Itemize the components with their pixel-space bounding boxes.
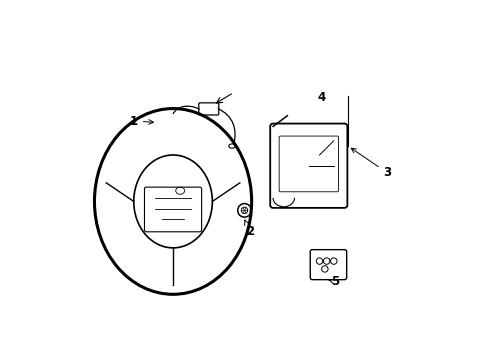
Text: 3: 3 — [350, 148, 391, 179]
Text: 4: 4 — [317, 91, 325, 104]
Text: 5: 5 — [328, 275, 339, 288]
Text: 1: 1 — [129, 114, 153, 127]
Text: 2: 2 — [244, 220, 253, 238]
